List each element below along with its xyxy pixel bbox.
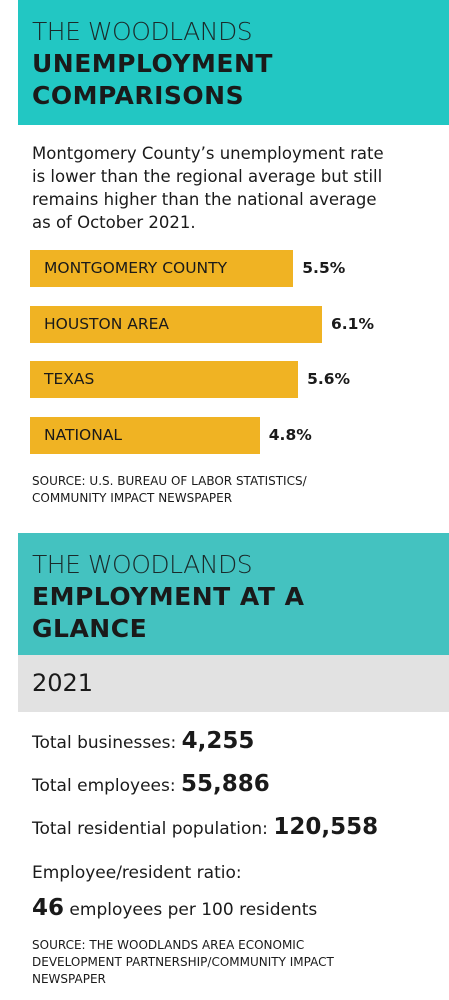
ratio-unit: employees per 100 residents xyxy=(69,900,318,920)
value-label: 6.1% xyxy=(331,314,374,333)
stat: Total employees: 55,886 xyxy=(32,769,270,801)
value-label: 4.8% xyxy=(268,426,312,445)
bar xyxy=(30,417,260,455)
header: THE WOODLANDS UNEMPLOYMENT COMPARISONS xyxy=(18,0,449,125)
stat-value: 4,255 xyxy=(181,728,255,754)
stat-label: Total residential population: xyxy=(32,819,268,839)
ratio-label: Employee/resident ratio: xyxy=(32,863,242,883)
value-label: 5.6% xyxy=(307,370,351,389)
bar xyxy=(30,250,294,287)
bar-label: NATIONAL xyxy=(44,426,123,445)
bar-label: HOUSTON AREA xyxy=(44,314,169,333)
chart-title: UNEMPLOYMENT COMPARISONS xyxy=(32,49,273,110)
subtitle: Montgomery County’s unemployment rate is… xyxy=(32,144,384,232)
year: 2021 xyxy=(18,655,449,712)
stat-value: 120,558 xyxy=(273,814,379,840)
kicker: THE WOODLANDS xyxy=(32,17,253,46)
value-label: 5.5% xyxy=(302,259,346,277)
kicker: THE WOODLANDS xyxy=(32,550,253,579)
header: THE WOODLANDS EMPLOYMENT AT A GLANCE xyxy=(18,533,449,655)
bar-label: MONTGOMERY COUNTY xyxy=(44,259,228,277)
bar xyxy=(30,305,322,343)
stat-label: Total businesses: xyxy=(32,733,177,753)
source: SOURCE: THE WOODLANDS AREA ECONOMIC DEVE… xyxy=(32,938,334,986)
stat-value: 55,886 xyxy=(181,771,270,797)
ratio: 46 employees per 100 residents xyxy=(32,893,317,925)
stat-label: Total employees: xyxy=(32,776,176,796)
bar xyxy=(30,361,299,399)
bar-label: TEXAS xyxy=(44,370,95,389)
stat: Total businesses: 4,255 xyxy=(32,726,254,758)
source: SOURCE: U.S. BUREAU OF LABOR STATISTICS/… xyxy=(32,474,307,505)
ratio-value: 46 xyxy=(32,895,65,921)
section-title: EMPLOYMENT AT A GLANCE xyxy=(32,582,305,643)
stat: Total residential population: 120,558 xyxy=(32,812,378,844)
